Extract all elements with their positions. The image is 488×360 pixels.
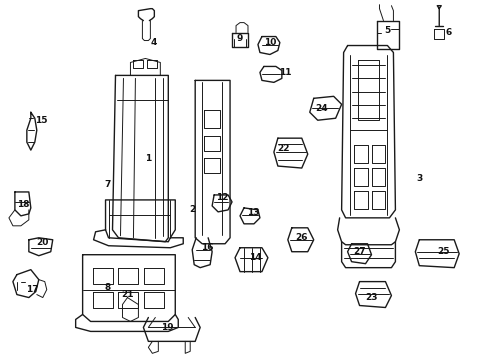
Text: 8: 8 bbox=[104, 283, 110, 292]
Text: 14: 14 bbox=[248, 253, 261, 262]
Text: 4: 4 bbox=[150, 38, 156, 47]
Text: 17: 17 bbox=[26, 285, 39, 294]
Text: 16: 16 bbox=[201, 243, 213, 252]
Text: 11: 11 bbox=[278, 68, 290, 77]
Text: 23: 23 bbox=[365, 293, 377, 302]
Text: 12: 12 bbox=[215, 193, 228, 202]
Text: 18: 18 bbox=[17, 201, 29, 210]
Text: 3: 3 bbox=[415, 174, 422, 183]
Text: 2: 2 bbox=[189, 206, 195, 215]
Text: 10: 10 bbox=[263, 38, 276, 47]
Text: 22: 22 bbox=[277, 144, 289, 153]
Text: 25: 25 bbox=[436, 247, 448, 256]
Text: 13: 13 bbox=[246, 208, 259, 217]
Text: 1: 1 bbox=[145, 154, 151, 163]
Text: 6: 6 bbox=[444, 28, 450, 37]
Text: 19: 19 bbox=[161, 323, 173, 332]
Text: 24: 24 bbox=[315, 104, 327, 113]
Text: 7: 7 bbox=[104, 180, 110, 189]
Text: 20: 20 bbox=[37, 238, 49, 247]
Text: 27: 27 bbox=[352, 247, 365, 256]
Text: 5: 5 bbox=[384, 26, 390, 35]
Text: 9: 9 bbox=[236, 34, 243, 43]
Text: 26: 26 bbox=[295, 233, 307, 242]
Text: 21: 21 bbox=[121, 290, 133, 299]
Text: 15: 15 bbox=[35, 116, 47, 125]
